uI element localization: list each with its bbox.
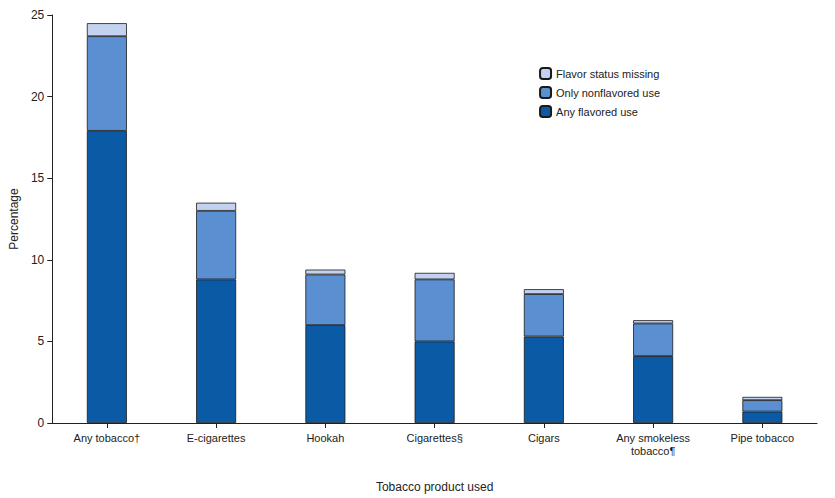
svg-text:15: 15 [31, 171, 45, 185]
svg-text:Tobacco product used: Tobacco product used [376, 480, 493, 494]
svg-text:Cigars: Cigars [528, 432, 560, 444]
svg-text:Hookah: Hookah [306, 432, 344, 444]
svg-text:Flavor status missing: Flavor status missing [556, 68, 659, 80]
svg-text:20: 20 [31, 90, 45, 104]
svg-text:25: 25 [31, 8, 45, 22]
svg-text:Any flavored use: Any flavored use [556, 106, 638, 118]
svg-text:Pipe tobacco: Pipe tobacco [731, 432, 795, 444]
svg-text:Cigarettes§: Cigarettes§ [406, 432, 462, 444]
svg-text:Percentage: Percentage [7, 188, 21, 250]
svg-text:Only nonflavored use: Only nonflavored use [556, 87, 660, 99]
svg-text:5: 5 [38, 334, 45, 348]
svg-text:10: 10 [31, 253, 45, 267]
svg-text:0: 0 [38, 416, 45, 430]
svg-text:Any smokeless: Any smokeless [616, 432, 690, 444]
svg-text:E-cigarettes: E-cigarettes [187, 432, 246, 444]
svg-text:tobacco¶: tobacco¶ [631, 445, 676, 457]
svg-text:Any tobacco†: Any tobacco† [74, 432, 141, 444]
